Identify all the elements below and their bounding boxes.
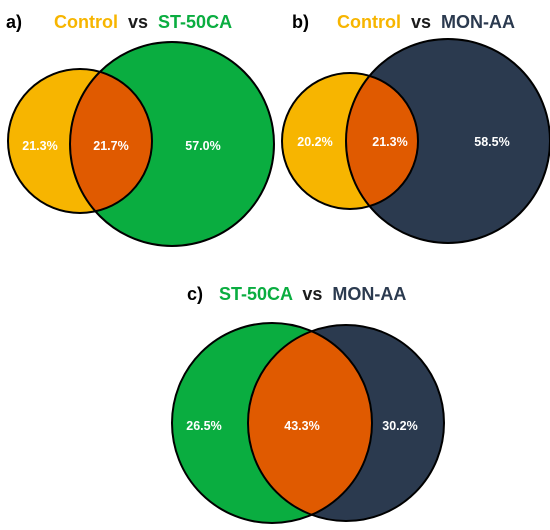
panel-a-left-only-value: 21.3% [22, 139, 57, 153]
panel-c: c) ST-50CA vs MON-AA 26.5% 43.3% 30.2% [172, 284, 444, 523]
panel-b-left-only-value: 20.2% [297, 135, 332, 149]
panel-c-right-name: MON-AA [332, 284, 406, 304]
panel-c-left-name: ST-50CA [219, 284, 293, 304]
panel-a-title: Control vs ST-50CA [54, 12, 232, 32]
panel-c-vs: vs [302, 284, 322, 304]
panel-a-label: a) [6, 12, 22, 32]
panel-b-overlap-value: 21.3% [372, 135, 407, 149]
panel-b-label: b) [292, 12, 309, 32]
panel-c-label: c) [187, 284, 203, 304]
panel-b-vs: vs [411, 12, 431, 32]
panel-b-title: Control vs MON-AA [337, 12, 515, 32]
panel-c-title: ST-50CA vs MON-AA [219, 284, 406, 304]
panel-a-overlap-value: 21.7% [93, 139, 128, 153]
panel-c-overlap-value: 43.3% [284, 419, 319, 433]
panel-b-left-name: Control [337, 12, 401, 32]
panel-c-right-only-value: 30.2% [382, 419, 417, 433]
panel-b-right-name: MON-AA [441, 12, 515, 32]
panel-a-right-only-value: 57.0% [185, 139, 220, 153]
panel-b: b) Control vs MON-AA 20.2% 21.3% 58.5% [282, 12, 550, 243]
panel-a-left-name: Control [54, 12, 118, 32]
panel-c-left-only-value: 26.5% [186, 419, 221, 433]
panel-a-vs: vs [128, 12, 148, 32]
panel-a-right-name: ST-50CA [158, 12, 232, 32]
panel-a: a) Control vs ST-50CA 21.3% 21.7% 57.0% [6, 12, 274, 246]
panel-b-right-only-value: 58.5% [474, 135, 509, 149]
